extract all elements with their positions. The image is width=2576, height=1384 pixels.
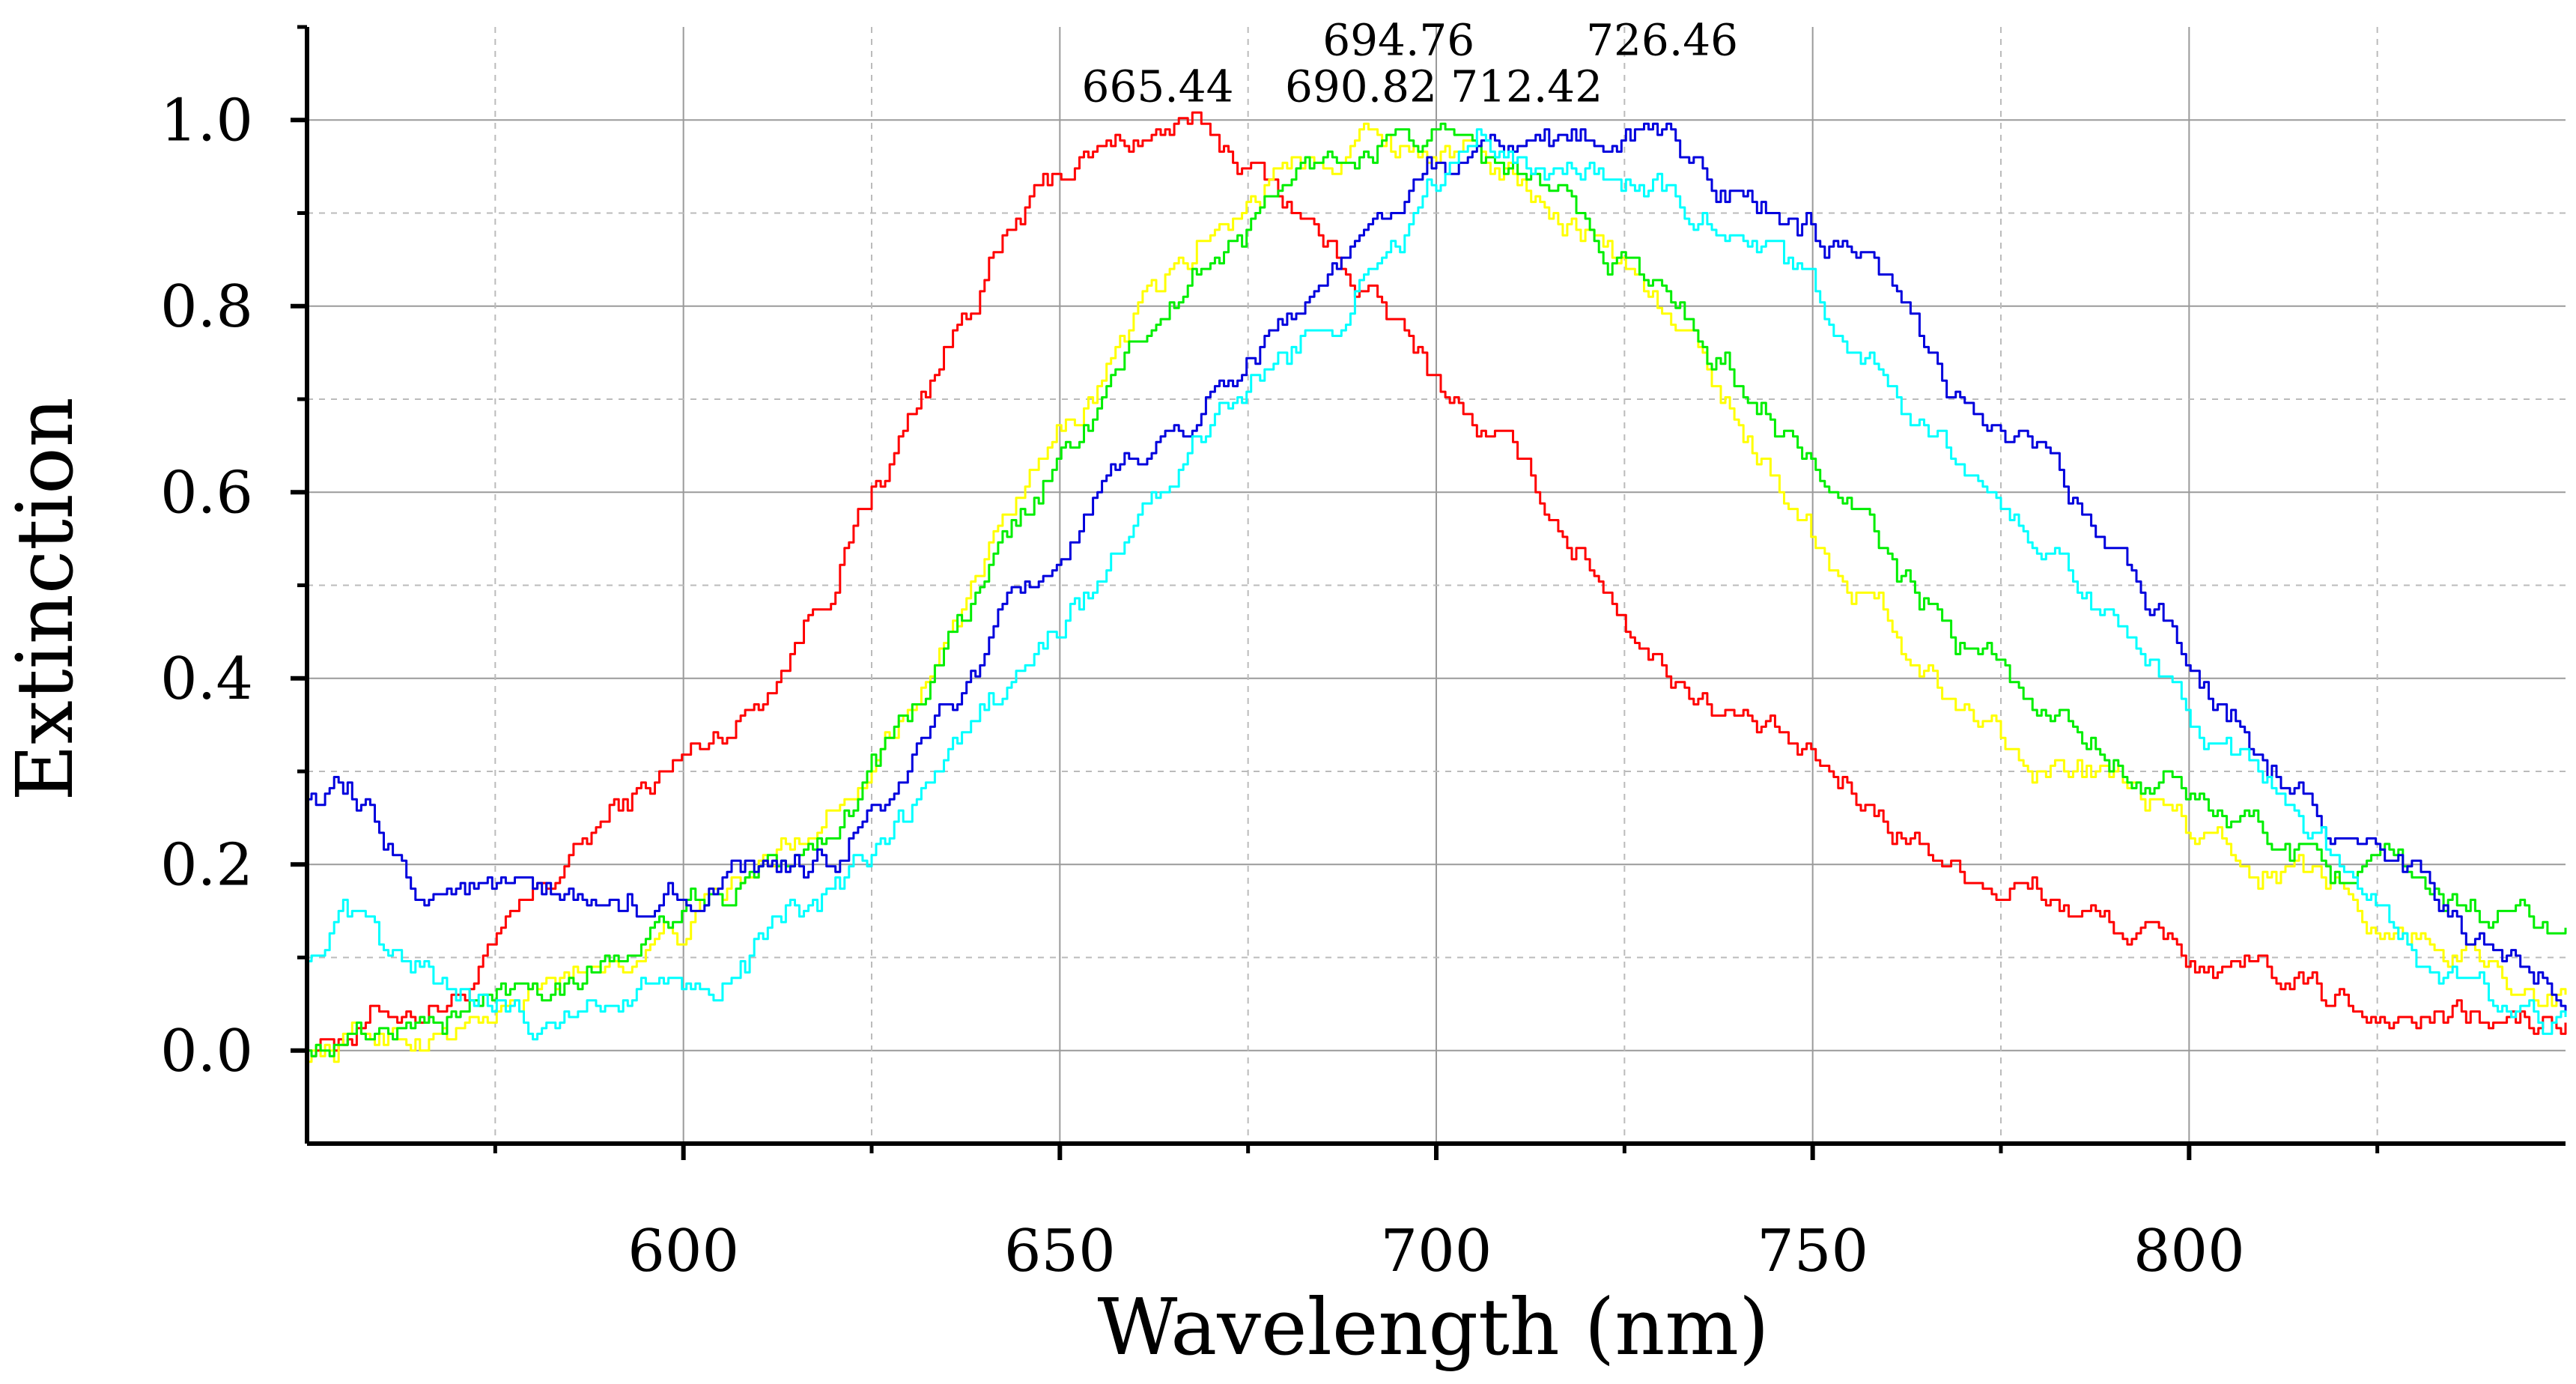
series-line-yellow	[307, 122, 2567, 1063]
grid-minor	[307, 27, 2566, 1144]
x-tick-label: 650	[1004, 1218, 1116, 1285]
x-tick-label: 800	[2133, 1218, 2245, 1285]
y-tick-label: 0.4	[160, 646, 253, 713]
series-line-red	[307, 111, 2567, 1057]
y-tick-label: 0.6	[160, 459, 253, 526]
y-tick-label: 0.0	[160, 1018, 253, 1085]
x-tick-label: 700	[1381, 1218, 1492, 1285]
tick-labels: 600 650 700 750 800 0.0 0.2 0.4 0.6 0.8 1.0	[160, 87, 2245, 1285]
y-tick-label: 0.2	[160, 831, 253, 899]
x-axis-title: Wavelength (nm)	[1097, 1281, 1769, 1373]
x-tick-label: 600	[628, 1218, 739, 1285]
peak-annotation: 690.82	[1285, 61, 1437, 112]
peak-annotation: 726.46	[1586, 14, 1738, 65]
x-tick-label: 750	[1757, 1218, 1868, 1285]
y-axis-title: Extinction	[0, 397, 91, 801]
series-line-green	[307, 122, 2567, 1057]
series-layer	[307, 111, 2567, 1063]
y-tick-label: 0.8	[160, 273, 253, 341]
peak-annotation: 712.42	[1450, 61, 1603, 112]
peak-annotation: 665.44	[1082, 61, 1234, 112]
ticks	[291, 25, 2380, 1160]
y-tick-label: 1.0	[160, 87, 253, 154]
peak-annotation: 694.76	[1322, 14, 1474, 65]
series-line-cyan	[307, 128, 2567, 1041]
series-line-blue	[307, 122, 2567, 1017]
